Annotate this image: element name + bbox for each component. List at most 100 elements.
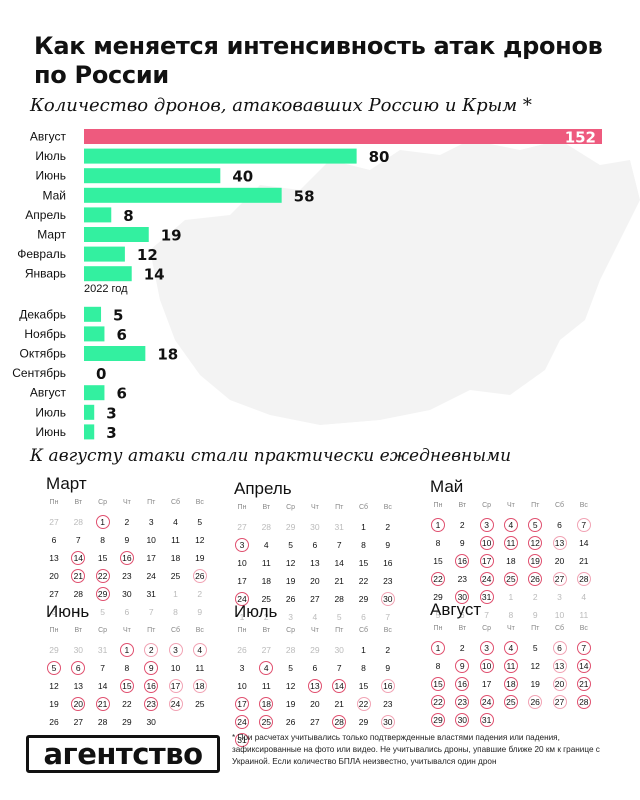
calendar-day: 21 [95,697,110,711]
calendar-subtitle: К августу атаки стали практически ежедне… [30,446,512,466]
calendar-day: 12 [195,535,205,545]
calendar-day: 23 [457,574,468,584]
calendar-day: 27 [310,594,320,604]
weekday-label: Вс [383,627,392,634]
weekday-label: Вт [74,627,83,634]
calendar-day: 23 [383,576,393,586]
calendar-day: 20 [552,677,567,691]
calendar-day: 20 [71,697,86,711]
calendar-day: 30 [334,645,344,655]
calendar-day: 1 [431,641,445,655]
calendar-day: 25 [261,594,272,604]
calendar-day: 26 [237,645,247,655]
calendar-day: 27 [237,522,247,532]
calendar-day: 19 [528,554,543,568]
calendar-day: 24 [235,715,249,729]
bar-category-label: Февраль [17,247,66,261]
bar-value-label: 6 [116,385,126,403]
calendar-day: 2 [532,592,538,602]
calendar-day: 30 [380,715,395,729]
calendar-day: 28 [576,695,591,709]
calendar-day: 30 [73,645,84,655]
weekday-label: Чт [122,627,131,634]
calendar-may: Май Пн Вт Ср Чт Пт Сб Вс 1 2 3 4 5 6 7 8 9 10 11 12 13 14 15 1… [426,476,611,620]
calendar-july: Июль Пн Вт Ср Чт Пт Сб Вс 26 27 28 29 30 1 2 3 4 5 6 7 8 9 10… [230,601,415,747]
weekday-label: Пн [433,502,443,509]
calendar-day: 7 [385,612,391,622]
bar [84,129,602,144]
calendar-month-name: Июнь [46,602,90,621]
calendar-day: 31 [235,733,249,747]
calendar-day: 2 [459,520,465,530]
calendar-day: 14 [576,659,591,673]
calendar-day: 30 [310,522,320,532]
agentstvo-logo: агентство [26,735,220,773]
page-title: Как меняется интенсивность атак дронов п… [34,32,603,89]
calendar-day: 8 [435,661,441,671]
calendar-day: 9 [455,659,470,673]
calendar-day: 11 [195,663,205,673]
calendar-day: 14 [71,551,86,565]
calendar-day: 27 [49,589,59,599]
calendar-day: 16 [119,551,134,565]
weekday-label: Чт [310,504,319,511]
calendar-day: 5 [435,610,441,620]
calendar-day: 19 [285,576,296,586]
calendar-day: 9 [144,661,159,675]
calendar-day: 4 [259,661,274,675]
calendar-day: 7 [484,610,489,620]
calendar-day: 4 [173,517,178,527]
weekday-label: Вт [74,499,83,506]
bar-value-label: 12 [137,246,158,264]
calendar-day: 3 [239,663,245,673]
weekday-label: Ср [482,625,492,632]
bar-value-label: 152 [565,129,596,147]
calendar-day: 24 [235,592,249,606]
weekday-label: Пт [531,625,540,632]
calendar-day: 4 [75,607,81,617]
calendar-day: 31 [479,713,494,727]
calendar-day: 3 [479,518,494,532]
calendar-day: 17 [235,697,249,711]
calendar-day: 3 [168,643,183,657]
calendar-day: 19 [49,699,59,709]
calendar-day: 29 [431,713,445,727]
chart-subtitle: Количество дронов, атаковавших Россию и … [30,95,532,116]
calendar-day: 10 [146,535,156,545]
calendar-month-name: Август [430,600,482,619]
calendar-day: 7 [576,518,591,532]
calendar-day: 20 [310,576,320,586]
weekday-label: Вс [195,627,204,634]
calendar-day: 3 [557,592,562,602]
calendar-day: 11 [503,536,518,550]
calendar-day: 27 [552,695,567,709]
weekday-label: Ср [286,627,296,634]
calendar-day: 21 [579,556,589,566]
calendar-day: 18 [192,679,207,693]
weekday-label: Пн [237,627,247,634]
calendar-month-name: Апрель [234,479,292,498]
calendar-day: 7 [576,641,591,655]
calendar-day: 24 [146,571,156,581]
calendar-day: 1 [119,643,134,657]
calendar-day: 21 [71,569,86,583]
calendar-day: 11 [261,681,271,691]
calendar-day: 29 [310,645,320,655]
calendar-day: 6 [361,612,366,622]
calendar-day: 26 [49,717,59,727]
calendar-day: 9 [385,663,391,673]
calendar-day: 5 [532,643,538,653]
calendar-day: 15 [97,553,108,563]
calendar-day: 23 [455,695,470,709]
calendar-day: 2 [124,517,130,527]
map-shape [150,140,640,425]
calendar-day: 15 [358,681,369,691]
calendar-day: 24 [479,695,494,709]
bar [84,404,95,420]
weekday-label: Пн [433,625,443,632]
weekday-label: Пн [49,499,59,506]
calendar-day: 30 [455,713,470,727]
calendar-day: 10 [554,610,565,620]
calendar-day: 9 [124,535,130,545]
calendar-day: 3 [235,538,249,552]
